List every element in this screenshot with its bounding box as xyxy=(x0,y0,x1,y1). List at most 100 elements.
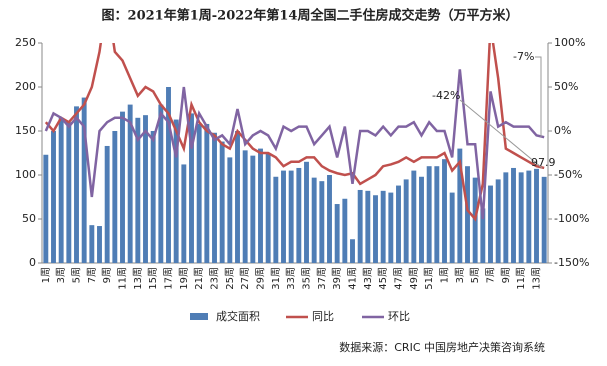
bar xyxy=(242,150,248,263)
bar xyxy=(196,123,202,263)
bar xyxy=(127,104,133,263)
bar xyxy=(426,166,432,263)
bar xyxy=(81,97,87,263)
y-tick-label: 100 xyxy=(15,168,36,181)
x-tick-label: 35周 xyxy=(301,267,313,290)
x-tick-label: 27周 xyxy=(239,267,251,290)
bar xyxy=(120,111,125,263)
x-tick-label: 5周 xyxy=(469,267,481,283)
chart-title: 图：2021年第1周-2022年第14周全国二手住房成交走势（万平方米） xyxy=(102,8,519,24)
x-tick-label: 7周 xyxy=(86,267,98,283)
bar xyxy=(480,208,486,263)
x-tick-label: 3周 xyxy=(55,267,67,283)
plot-area xyxy=(43,43,547,263)
bar xyxy=(434,166,440,263)
x-tick-label: 19周 xyxy=(178,267,190,290)
bar xyxy=(104,145,110,263)
x-tick-label: 11周 xyxy=(117,267,129,290)
bar xyxy=(265,153,271,263)
bar xyxy=(258,148,263,263)
line xyxy=(44,69,545,220)
bar xyxy=(327,175,332,263)
bar xyxy=(357,189,363,263)
y2-tick-label: 0% xyxy=(554,124,571,137)
bar xyxy=(43,154,49,263)
bar xyxy=(311,177,317,263)
bar xyxy=(74,106,79,263)
bar xyxy=(511,167,516,263)
bar xyxy=(227,157,233,263)
x-tick-label: 21周 xyxy=(193,267,205,290)
bar xyxy=(166,87,171,263)
x-tick-label: 51周 xyxy=(423,267,435,290)
y-tick-label: 200 xyxy=(15,80,36,93)
leader xyxy=(535,56,542,138)
x-tick-label: 13周 xyxy=(132,267,144,290)
x-tick-label: 33周 xyxy=(285,267,297,290)
bar xyxy=(281,170,286,263)
x-tick-label: 23周 xyxy=(209,267,221,290)
x-tick-label: 37周 xyxy=(316,267,328,290)
bar xyxy=(334,204,340,263)
bar xyxy=(342,198,348,263)
bar xyxy=(189,113,194,263)
bar xyxy=(518,172,524,263)
bar xyxy=(212,132,217,263)
bar xyxy=(173,119,179,263)
bar xyxy=(288,170,294,263)
bar xyxy=(503,172,509,263)
bar xyxy=(388,192,394,263)
bar xyxy=(449,192,455,263)
y-tick-label: 0 xyxy=(29,256,36,269)
bar xyxy=(541,176,547,263)
legend-label: 成交面积 xyxy=(216,309,260,323)
bar xyxy=(495,179,501,263)
bar xyxy=(396,185,401,263)
bar xyxy=(350,239,355,263)
legend-swatch xyxy=(190,313,208,320)
annotation: -42% xyxy=(432,89,460,102)
x-tick-label: 1周 xyxy=(439,267,451,283)
x-tick-label: 15周 xyxy=(147,267,159,290)
leader xyxy=(459,99,543,169)
x-tick-label: 45周 xyxy=(377,267,389,290)
bar xyxy=(373,195,378,263)
y-tick-label: 250 xyxy=(15,36,36,49)
x-tick-label: 13周 xyxy=(531,267,543,290)
bar xyxy=(442,159,447,263)
x-tick-label: 39周 xyxy=(331,267,343,290)
bar xyxy=(204,123,210,263)
bar xyxy=(143,115,148,263)
bar xyxy=(304,161,309,263)
bar xyxy=(488,185,493,263)
annotation: -7% xyxy=(513,50,534,63)
bar xyxy=(273,176,279,263)
x-tick-label: 43周 xyxy=(362,267,374,290)
bar xyxy=(135,117,141,263)
y2-tick-label: 100% xyxy=(554,36,585,49)
y2-tick-label: 50% xyxy=(554,80,578,93)
bar xyxy=(58,117,64,263)
bar xyxy=(457,148,463,263)
bar xyxy=(235,131,240,263)
legend-label: 环比 xyxy=(388,310,410,323)
bar xyxy=(158,104,164,263)
x-tick-label: 29周 xyxy=(255,267,267,290)
x-tick-label: 1周 xyxy=(40,267,52,283)
x-tick-label: 49周 xyxy=(408,267,420,290)
x-tick-label: 41周 xyxy=(347,267,359,290)
bar xyxy=(181,164,187,263)
y2-tick-label: -150% xyxy=(554,256,589,269)
x-tick-label: 3周 xyxy=(454,267,466,283)
y-tick-label: 50 xyxy=(22,212,36,225)
bar xyxy=(296,167,302,263)
x-tick-label: 17周 xyxy=(163,267,175,290)
bar xyxy=(112,131,118,263)
x-tick-label: 11周 xyxy=(515,267,527,290)
bar xyxy=(534,168,539,263)
y-tick-label: 150 xyxy=(15,124,36,137)
x-tick-label: 25周 xyxy=(224,267,236,290)
bar xyxy=(51,131,56,263)
x-tick-label: 31周 xyxy=(270,267,282,290)
